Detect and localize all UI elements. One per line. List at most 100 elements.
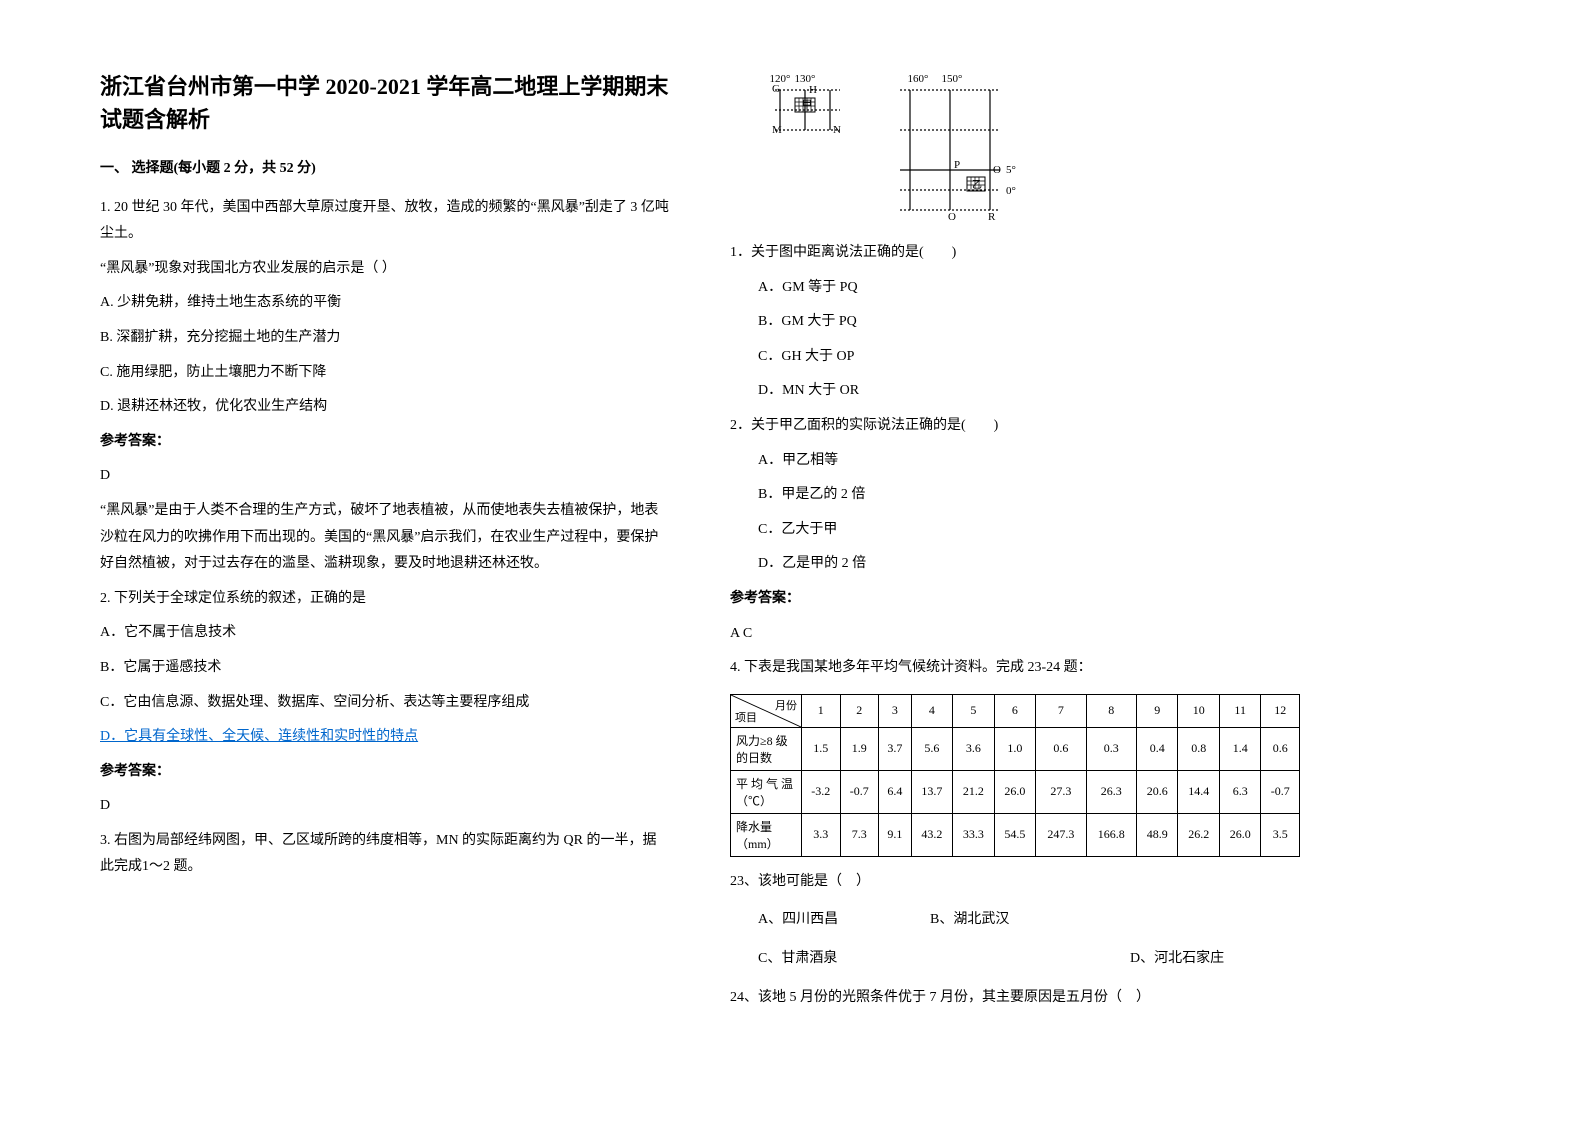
q2-optB: B．它属于遥感技术 <box>100 655 670 682</box>
label-O: O <box>993 164 1001 176</box>
q23-stem: 23、该地可能是（ ） <box>730 869 1300 896</box>
map-svg: 120° 130° 160° 150° G H 甲 M N P O 5° 乙 0… <box>760 70 1030 220</box>
q3-sub2-optB: B．甲是乙的 2 倍 <box>730 482 1300 509</box>
left-column: 浙江省台州市第一中学 2020-2021 学年高二地理上学期期末试题含解析 一、… <box>100 70 670 1019</box>
q3-sub1-optD: D．MN 大于 OR <box>730 378 1300 405</box>
page-title: 浙江省台州市第一中学 2020-2021 学年高二地理上学期期末试题含解析 <box>100 70 670 136</box>
table-cell: 7.3 <box>840 813 879 856</box>
month-header: 3 <box>879 694 912 727</box>
q1-optC: C. 施用绿肥，防止土壤肥力不断下降 <box>100 360 670 387</box>
month-header: 4 <box>911 694 953 727</box>
row-label: 降水量（mm） <box>731 813 802 856</box>
q23-optB: B、湖北武汉 <box>930 907 1009 934</box>
month-header: 6 <box>994 694 1036 727</box>
label-160: 160° <box>908 73 929 85</box>
q2-answer: D <box>100 793 670 820</box>
q1-answer-label: 参考答案： <box>100 429 670 456</box>
section-header: 一、 选择题(每小题 2 分，共 52 分) <box>100 156 670 183</box>
q3-sub2-optC: C．乙大于甲 <box>730 517 1300 544</box>
table-cell: 6.3 <box>1219 770 1261 813</box>
q3-sub1-optA: A．GM 等于 PQ <box>730 275 1300 302</box>
table-cell: 9.1 <box>879 813 912 856</box>
month-header: 2 <box>840 694 879 727</box>
q1-stem: “黑风暴”现象对我国北方农业发展的启示是（ ） <box>100 256 670 283</box>
table-cell: 20.6 <box>1136 770 1178 813</box>
diag-bottom: 项目 <box>735 709 757 725</box>
q3-sub1-stem: 1．关于图中距离说法正确的是( ) <box>730 240 1300 267</box>
q2-answer-label: 参考答案： <box>100 759 670 786</box>
q1-answer: D <box>100 463 670 490</box>
table-cell: 166.8 <box>1086 813 1136 856</box>
q4-intro: 4. 下表是我国某地多年平均气候统计资料。完成 23-24 题： <box>730 655 1300 682</box>
table-cell: 0.4 <box>1136 727 1178 770</box>
table-row: 降水量（mm） 3.3 7.3 9.1 43.2 33.3 54.5 247.3… <box>731 813 1300 856</box>
q1-optD: D. 退耕还林还牧，优化农业生产结构 <box>100 394 670 421</box>
table-row: 风力≥8 级的日数 1.5 1.9 3.7 5.6 3.6 1.0 0.6 0.… <box>731 727 1300 770</box>
q24-stem: 24、该地 5 月份的光照条件优于 7 月份，其主要原因是五月份（ ） <box>730 985 1300 1012</box>
label-R: R <box>988 211 996 220</box>
label-5d: 5° <box>1006 164 1016 176</box>
table-cell: 3.5 <box>1261 813 1300 856</box>
q1-explanation: “黑风暴”是由于人类不合理的生产方式，破坏了地表植被，从而使地表失去植被保护，地… <box>100 498 670 578</box>
table-cell: 3.6 <box>953 727 995 770</box>
table-cell: 14.4 <box>1178 770 1220 813</box>
table-cell: 0.8 <box>1178 727 1220 770</box>
q2-stem: 2. 下列关于全球定位系统的叙述，正确的是 <box>100 586 670 613</box>
map-diagram: 120° 130° 160° 150° G H 甲 M N P O 5° 乙 0… <box>760 70 1300 220</box>
month-header: 9 <box>1136 694 1178 727</box>
table-cell: 0.6 <box>1261 727 1300 770</box>
table-cell: 26.0 <box>1219 813 1261 856</box>
q1-intro: 1. 20 世纪 30 年代，美国中西部大草原过度开垦、放牧，造成的频繁的“黑风… <box>100 195 670 248</box>
q23-optD: D、河北石家庄 <box>1130 946 1224 973</box>
q3-sub2-optA: A．甲乙相等 <box>730 448 1300 475</box>
label-jia: 甲 <box>802 100 812 111</box>
q2-optD: D．它具有全球性、全天候、连续性和实时性的特点 <box>100 724 670 751</box>
q2-optA: A．它不属于信息技术 <box>100 620 670 647</box>
month-header: 8 <box>1086 694 1136 727</box>
table-cell: 21.2 <box>953 770 995 813</box>
q3-sub1-optC: C．GH 大于 OP <box>730 344 1300 371</box>
table-cell: 26.0 <box>994 770 1036 813</box>
q23-optA: A、四川西昌 <box>730 907 930 934</box>
label-G: G <box>772 83 780 95</box>
month-header: 5 <box>953 694 995 727</box>
month-header: 7 <box>1036 694 1086 727</box>
q2-optC: C．它由信息源、数据处理、数据库、空间分析、表达等主要程序组成 <box>100 690 670 717</box>
month-header: 1 <box>802 694 841 727</box>
label-150: 150° <box>942 73 963 85</box>
label-N: N <box>833 124 841 136</box>
row-label: 风力≥8 级的日数 <box>731 727 802 770</box>
table-cell: -3.2 <box>802 770 841 813</box>
row-label: 平 均 气 温（℃） <box>731 770 802 813</box>
table-cell: 0.6 <box>1036 727 1086 770</box>
table-cell: 43.2 <box>911 813 953 856</box>
page-container: 浙江省台州市第一中学 2020-2021 学年高二地理上学期期末试题含解析 一、… <box>0 0 1587 1059</box>
label-M: M <box>772 124 782 136</box>
q23-row1: A、四川西昌 B、湖北武汉 <box>730 907 1300 934</box>
table-cell: 1.9 <box>840 727 879 770</box>
table-cell: 1.0 <box>994 727 1036 770</box>
table-header-row: 月份 项目 1 2 3 4 5 6 7 8 9 10 11 12 <box>731 694 1300 727</box>
table-cell: 13.7 <box>911 770 953 813</box>
right-column: 120° 130° 160° 150° G H 甲 M N P O 5° 乙 0… <box>730 70 1300 1019</box>
table-cell: 26.2 <box>1178 813 1220 856</box>
month-header: 11 <box>1219 694 1261 727</box>
q3-sub2-stem: 2．关于甲乙面积的实际说法正确的是( ) <box>730 413 1300 440</box>
label-P: P <box>954 159 960 171</box>
q3-sub1-optB: B．GM 大于 PQ <box>730 309 1300 336</box>
table-cell: 26.3 <box>1086 770 1136 813</box>
table-cell: 0.3 <box>1086 727 1136 770</box>
label-H: H <box>809 84 817 96</box>
q1-optB: B. 深翻扩耕，充分挖掘土地的生产潜力 <box>100 325 670 352</box>
label-Q: Q <box>948 211 956 220</box>
table-cell: 3.3 <box>802 813 841 856</box>
q23-row2: C、甘肃酒泉 D、河北石家庄 <box>730 946 1300 973</box>
climate-table: 月份 项目 1 2 3 4 5 6 7 8 9 10 11 12 风力≥8 级的… <box>730 694 1300 857</box>
table-cell: 27.3 <box>1036 770 1086 813</box>
q3-intro: 3. 右图为局部经纬网图，甲、乙区域所跨的纬度相等，MN 的实际距离约为 QR … <box>100 828 670 881</box>
table-cell: 247.3 <box>1036 813 1086 856</box>
table-cell: 1.4 <box>1219 727 1261 770</box>
q1-optA: A. 少耕免耕，维持土地生态系统的平衡 <box>100 290 670 317</box>
table-row: 平 均 气 温（℃） -3.2 -0.7 6.4 13.7 21.2 26.0 … <box>731 770 1300 813</box>
q3-answer-label: 参考答案： <box>730 586 1300 613</box>
